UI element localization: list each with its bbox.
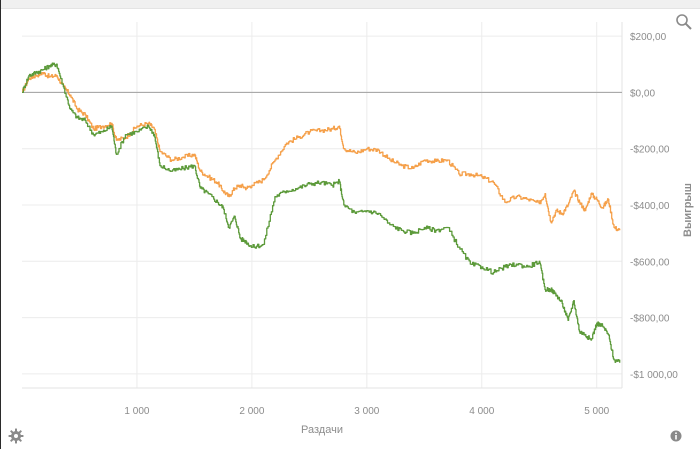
y-tick-label: -$600,00 — [630, 257, 670, 268]
magnifier-icon — [676, 14, 692, 30]
zoom-button[interactable] — [675, 13, 693, 31]
info-button[interactable] — [670, 429, 682, 442]
series-line-1 — [22, 71, 621, 232]
y-tick-label: -$800,00 — [630, 314, 670, 325]
series-line-2 — [22, 62, 621, 363]
y-tick-label: -$400,00 — [630, 201, 670, 212]
top-toolbar-strip — [0, 0, 700, 9]
x-tick-label: 4 000 — [469, 406, 494, 417]
x-tick-label: 2 000 — [239, 406, 264, 417]
left-window-edge — [0, 0, 1, 449]
series-layer — [22, 62, 621, 363]
x-tick-label: 3 000 — [354, 406, 379, 417]
y-tick-label: -$1 000,00 — [630, 370, 678, 381]
x-tick-labels: 1 000 2 000 3 000 4 000 5 000 — [124, 406, 609, 417]
gear-icon — [8, 428, 24, 444]
info-icon — [670, 430, 682, 442]
x-axis-title: Раздачи — [301, 424, 343, 436]
x-tick-label: 5 000 — [584, 406, 609, 417]
y-tick-label: -$200,00 — [630, 145, 670, 156]
y-tick-label: $0,00 — [630, 88, 655, 99]
y-tick-label: $200,00 — [630, 32, 667, 43]
grid — [22, 22, 622, 388]
settings-button[interactable] — [8, 428, 24, 444]
y-tick-labels: $200,00 $0,00 -$200,00 -$400,00 -$600,00 -$80… — [630, 32, 678, 381]
y-axis-title: Выигрыш — [682, 183, 694, 237]
x-tick-label: 1 000 — [124, 406, 149, 417]
